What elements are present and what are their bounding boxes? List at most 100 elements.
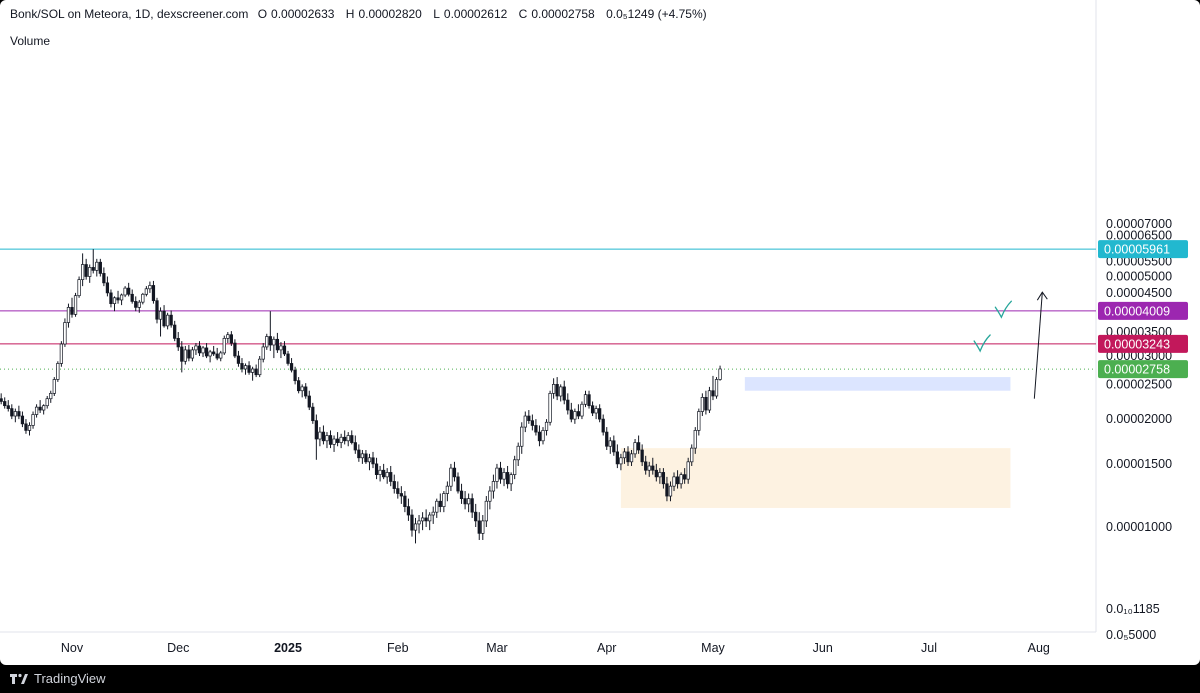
candle-up: [360, 453, 365, 459]
candle-up: [481, 520, 485, 534]
candle-down: [321, 431, 326, 442]
chart-legend: Bonk/SOL on Meteora, 1D, dexscreener.com…: [10, 6, 711, 22]
tradingview-logo-icon: [10, 673, 28, 684]
candle-down: [229, 334, 233, 344]
candle-down: [328, 435, 333, 445]
candle-down: [17, 411, 21, 417]
candle-down: [438, 500, 442, 507]
candle-down: [162, 310, 166, 327]
candle-up: [258, 358, 262, 376]
candle-up: [594, 408, 598, 414]
candle-down: [233, 342, 237, 357]
candle-down: [555, 384, 559, 397]
candle-down: [335, 438, 340, 443]
candle-up: [272, 338, 276, 346]
candle-down: [636, 442, 641, 451]
candle-down: [644, 461, 648, 471]
candle-down: [314, 420, 318, 440]
candle-up: [49, 392, 53, 400]
candle-down: [364, 453, 368, 463]
y-tick-label: 0.0₅5000: [1106, 628, 1156, 642]
candle-down: [353, 442, 357, 451]
candle-up: [45, 398, 49, 407]
candle-up: [484, 500, 488, 522]
volume-label[interactable]: Volume: [10, 34, 51, 48]
candle-up: [445, 485, 450, 494]
candle-up: [332, 438, 336, 445]
high-value: 0.00002820: [358, 7, 422, 21]
candle-up: [300, 386, 304, 392]
x-tick-label: Dec: [167, 641, 189, 655]
arrow-head-icon: [1036, 291, 1048, 301]
symbol-title: Bonk/SOL on Meteora, 1D, dexscreener.com: [10, 7, 249, 21]
candle-down: [151, 285, 156, 302]
candle-up: [672, 476, 676, 487]
tradingview-brand[interactable]: TradingView: [10, 671, 106, 686]
candle-up: [516, 445, 520, 461]
footer-bar: TradingView: [0, 665, 1200, 693]
candle-up: [420, 517, 425, 522]
x-tick-label: Jun: [813, 641, 833, 655]
zone-0: [744, 377, 1011, 391]
price-tag-label: 0.00003243: [1104, 337, 1170, 351]
candle-up: [541, 430, 545, 442]
candle-down: [654, 469, 658, 478]
low-value: 0.00002612: [443, 7, 508, 21]
candle-down: [470, 498, 474, 513]
candle-down: [410, 514, 414, 531]
candle-up: [714, 379, 719, 397]
price-tag-bg: [1098, 334, 1188, 353]
price-tag-label: 0.00004009: [1104, 304, 1170, 318]
candle-down: [534, 425, 538, 433]
candle-down: [304, 386, 308, 397]
candle-down: [187, 349, 191, 359]
candle-up: [693, 430, 697, 449]
candle-up: [141, 293, 145, 303]
candle-up: [66, 307, 71, 323]
candle-up: [668, 485, 673, 497]
candle-down: [683, 474, 687, 480]
candle-down: [247, 365, 251, 373]
price-tag-bg: [1098, 240, 1188, 259]
candle-down: [651, 465, 655, 471]
candle-up: [690, 447, 694, 463]
tradingview-text: TradingView: [34, 671, 106, 686]
candle-down: [374, 463, 379, 475]
candle-up: [95, 261, 99, 271]
y-tick-label: 0.00005500: [1106, 255, 1172, 269]
candle-down: [477, 520, 481, 534]
candle-down: [254, 368, 258, 376]
open-value: 0.00002633: [271, 7, 335, 21]
close-value: 0.00002758: [531, 7, 595, 21]
candle-down: [215, 353, 219, 359]
candle-down: [127, 287, 131, 295]
candle-down: [711, 390, 715, 397]
candle-down: [456, 476, 460, 492]
candle-up: [467, 498, 471, 505]
candle-down: [212, 351, 216, 355]
check-mark-icon: [973, 334, 991, 353]
candle-down: [10, 408, 14, 417]
candle-up: [261, 346, 265, 360]
y-tick-label: 0.00006500: [1106, 229, 1172, 243]
x-tick-label: Aug: [1028, 641, 1050, 655]
candle-up: [583, 394, 588, 405]
y-tick-label: 0.00002500: [1106, 377, 1172, 391]
candle-down: [275, 338, 280, 351]
candle-up: [707, 390, 712, 411]
candle-down: [297, 380, 301, 392]
candle-up: [442, 493, 446, 507]
y-tick-label: 0.00004500: [1106, 286, 1172, 300]
candle-up: [495, 467, 499, 482]
open-label: O: [257, 7, 268, 21]
price-tag-bg: [1098, 360, 1188, 379]
candle-down: [102, 273, 106, 284]
candle-down: [6, 405, 10, 409]
candle-up: [622, 451, 627, 459]
candle-up: [13, 411, 17, 417]
candle-up: [208, 351, 212, 357]
candle-down: [38, 406, 42, 411]
y-tick-label: 0.00002000: [1106, 412, 1172, 426]
candle-up: [551, 384, 556, 394]
